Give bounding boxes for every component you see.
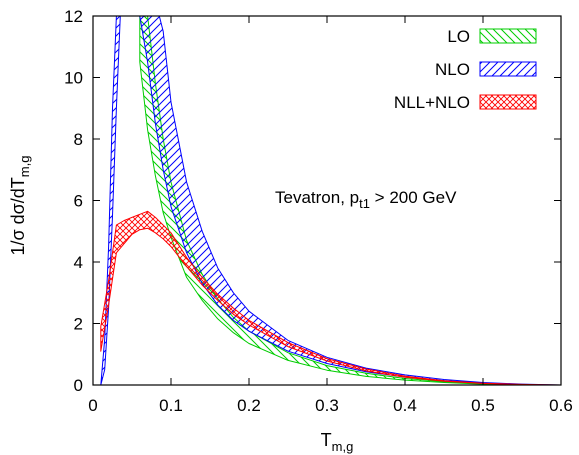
y-tick-label: 12: [64, 7, 83, 26]
y-tick-label: 4: [74, 253, 83, 272]
x-tick-label: 0.4: [393, 396, 417, 415]
y-tick-label: 2: [74, 315, 83, 334]
x-tick-label: 0.6: [549, 396, 573, 415]
y-tick-label: 8: [74, 130, 83, 149]
y-tick-label: 10: [64, 69, 83, 88]
x-tick-label: 0.5: [471, 396, 495, 415]
chart-annotation: Tevatron, pt1 > 200 GeV: [275, 188, 457, 211]
legend: LO NLO NLL+NLO: [394, 27, 537, 112]
ticks-layer: 0 0.1 0.2 0.3 0.4 0.5 0.6 0 2 4 6 8 10 12: [64, 7, 573, 415]
x-tick-label: 0.2: [237, 396, 261, 415]
x-tick-label: 0.1: [159, 396, 183, 415]
y-axis-label: 1/σ dσ/dTm,g: [8, 156, 32, 256]
x-tick-label: 0.3: [315, 396, 339, 415]
x-tick-label: 0: [88, 396, 97, 415]
legend-label-lo: LO: [447, 27, 470, 46]
legend-swatch-lo: [479, 28, 537, 44]
x-axis-label: Tm,g: [321, 430, 354, 454]
legend-label-nlo: NLO: [435, 60, 470, 79]
legend-label-nll-nlo: NLL+NLO: [394, 93, 470, 112]
legend-swatch-nlo: [479, 61, 537, 77]
y-tick-label: 0: [74, 376, 83, 395]
legend-swatch-nll-nlo: [479, 94, 537, 110]
y-tick-label: 6: [74, 192, 83, 211]
